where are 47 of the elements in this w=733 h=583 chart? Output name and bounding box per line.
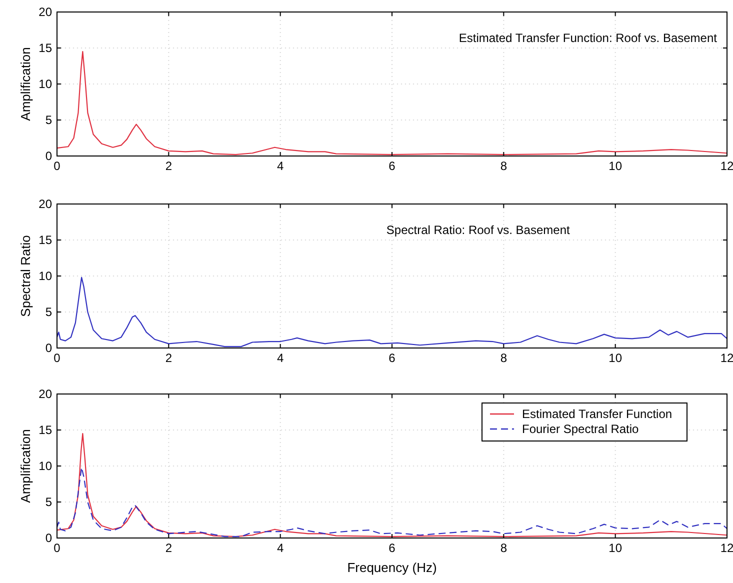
- y-tick-label: 10: [38, 77, 52, 91]
- x-tick-label: 10: [608, 541, 622, 555]
- y-tick-label: 0: [45, 149, 52, 163]
- legend-label: Estimated Transfer Function: [522, 407, 672, 421]
- line-series: [56, 51, 728, 156]
- x-tick-label: 6: [388, 351, 396, 365]
- y-tick-label: 10: [38, 459, 52, 473]
- annotation: Spectral Ratio: Roof vs. Basement: [386, 223, 570, 237]
- y-tick-label: 20: [38, 5, 52, 19]
- x-tick-label: 2: [165, 159, 172, 173]
- x-tick-label: 10: [608, 351, 622, 365]
- y-tick-label: 15: [38, 233, 52, 247]
- x-tick-label: 2: [165, 351, 172, 365]
- x-tick-label: 4: [276, 541, 284, 555]
- x-tick-label: 10: [608, 159, 622, 173]
- x-tick-label: 12: [720, 159, 733, 173]
- y-tick-label: 10: [38, 269, 52, 283]
- annotation: Estimated Transfer Function: Roof vs. Basement: [458, 31, 718, 45]
- y-axis-title: Amplification: [18, 429, 33, 503]
- y-tick-label: 15: [38, 41, 52, 55]
- line-series: [56, 276, 728, 348]
- x-tick-label: 8: [500, 351, 508, 365]
- x-tick-label: 8: [500, 541, 508, 555]
- y-tick-label: 0: [45, 531, 52, 545]
- x-tick-label: 4: [276, 351, 284, 365]
- x-tick-label: 0: [54, 159, 61, 173]
- y-tick-label: 5: [45, 495, 52, 509]
- x-tick-label: 0: [54, 351, 61, 365]
- x-tick-label: 12: [720, 541, 733, 555]
- y-tick-label: 15: [38, 423, 52, 437]
- y-axis-title: Spectral Ratio: [18, 235, 33, 317]
- x-tick-label: 0: [54, 541, 61, 555]
- y-tick-label: 0: [45, 341, 52, 355]
- y-tick-label: 5: [45, 305, 52, 319]
- y-axis-title: Amplification: [18, 47, 33, 121]
- y-tick-label: 20: [38, 197, 52, 211]
- y-tick-label: 5: [45, 113, 52, 127]
- legend-label: Fourier Spectral Ratio: [522, 422, 640, 436]
- x-tick-label: 6: [388, 541, 396, 555]
- x-tick-label: 6: [388, 159, 396, 173]
- x-axis-title: Frequency (Hz): [347, 560, 437, 575]
- x-tick-label: 8: [500, 159, 508, 173]
- y-tick-label: 20: [38, 387, 52, 401]
- line-series: [56, 466, 728, 538]
- x-tick-label: 12: [720, 351, 733, 365]
- x-tick-label: 4: [276, 159, 284, 173]
- x-tick-label: 2: [165, 541, 172, 555]
